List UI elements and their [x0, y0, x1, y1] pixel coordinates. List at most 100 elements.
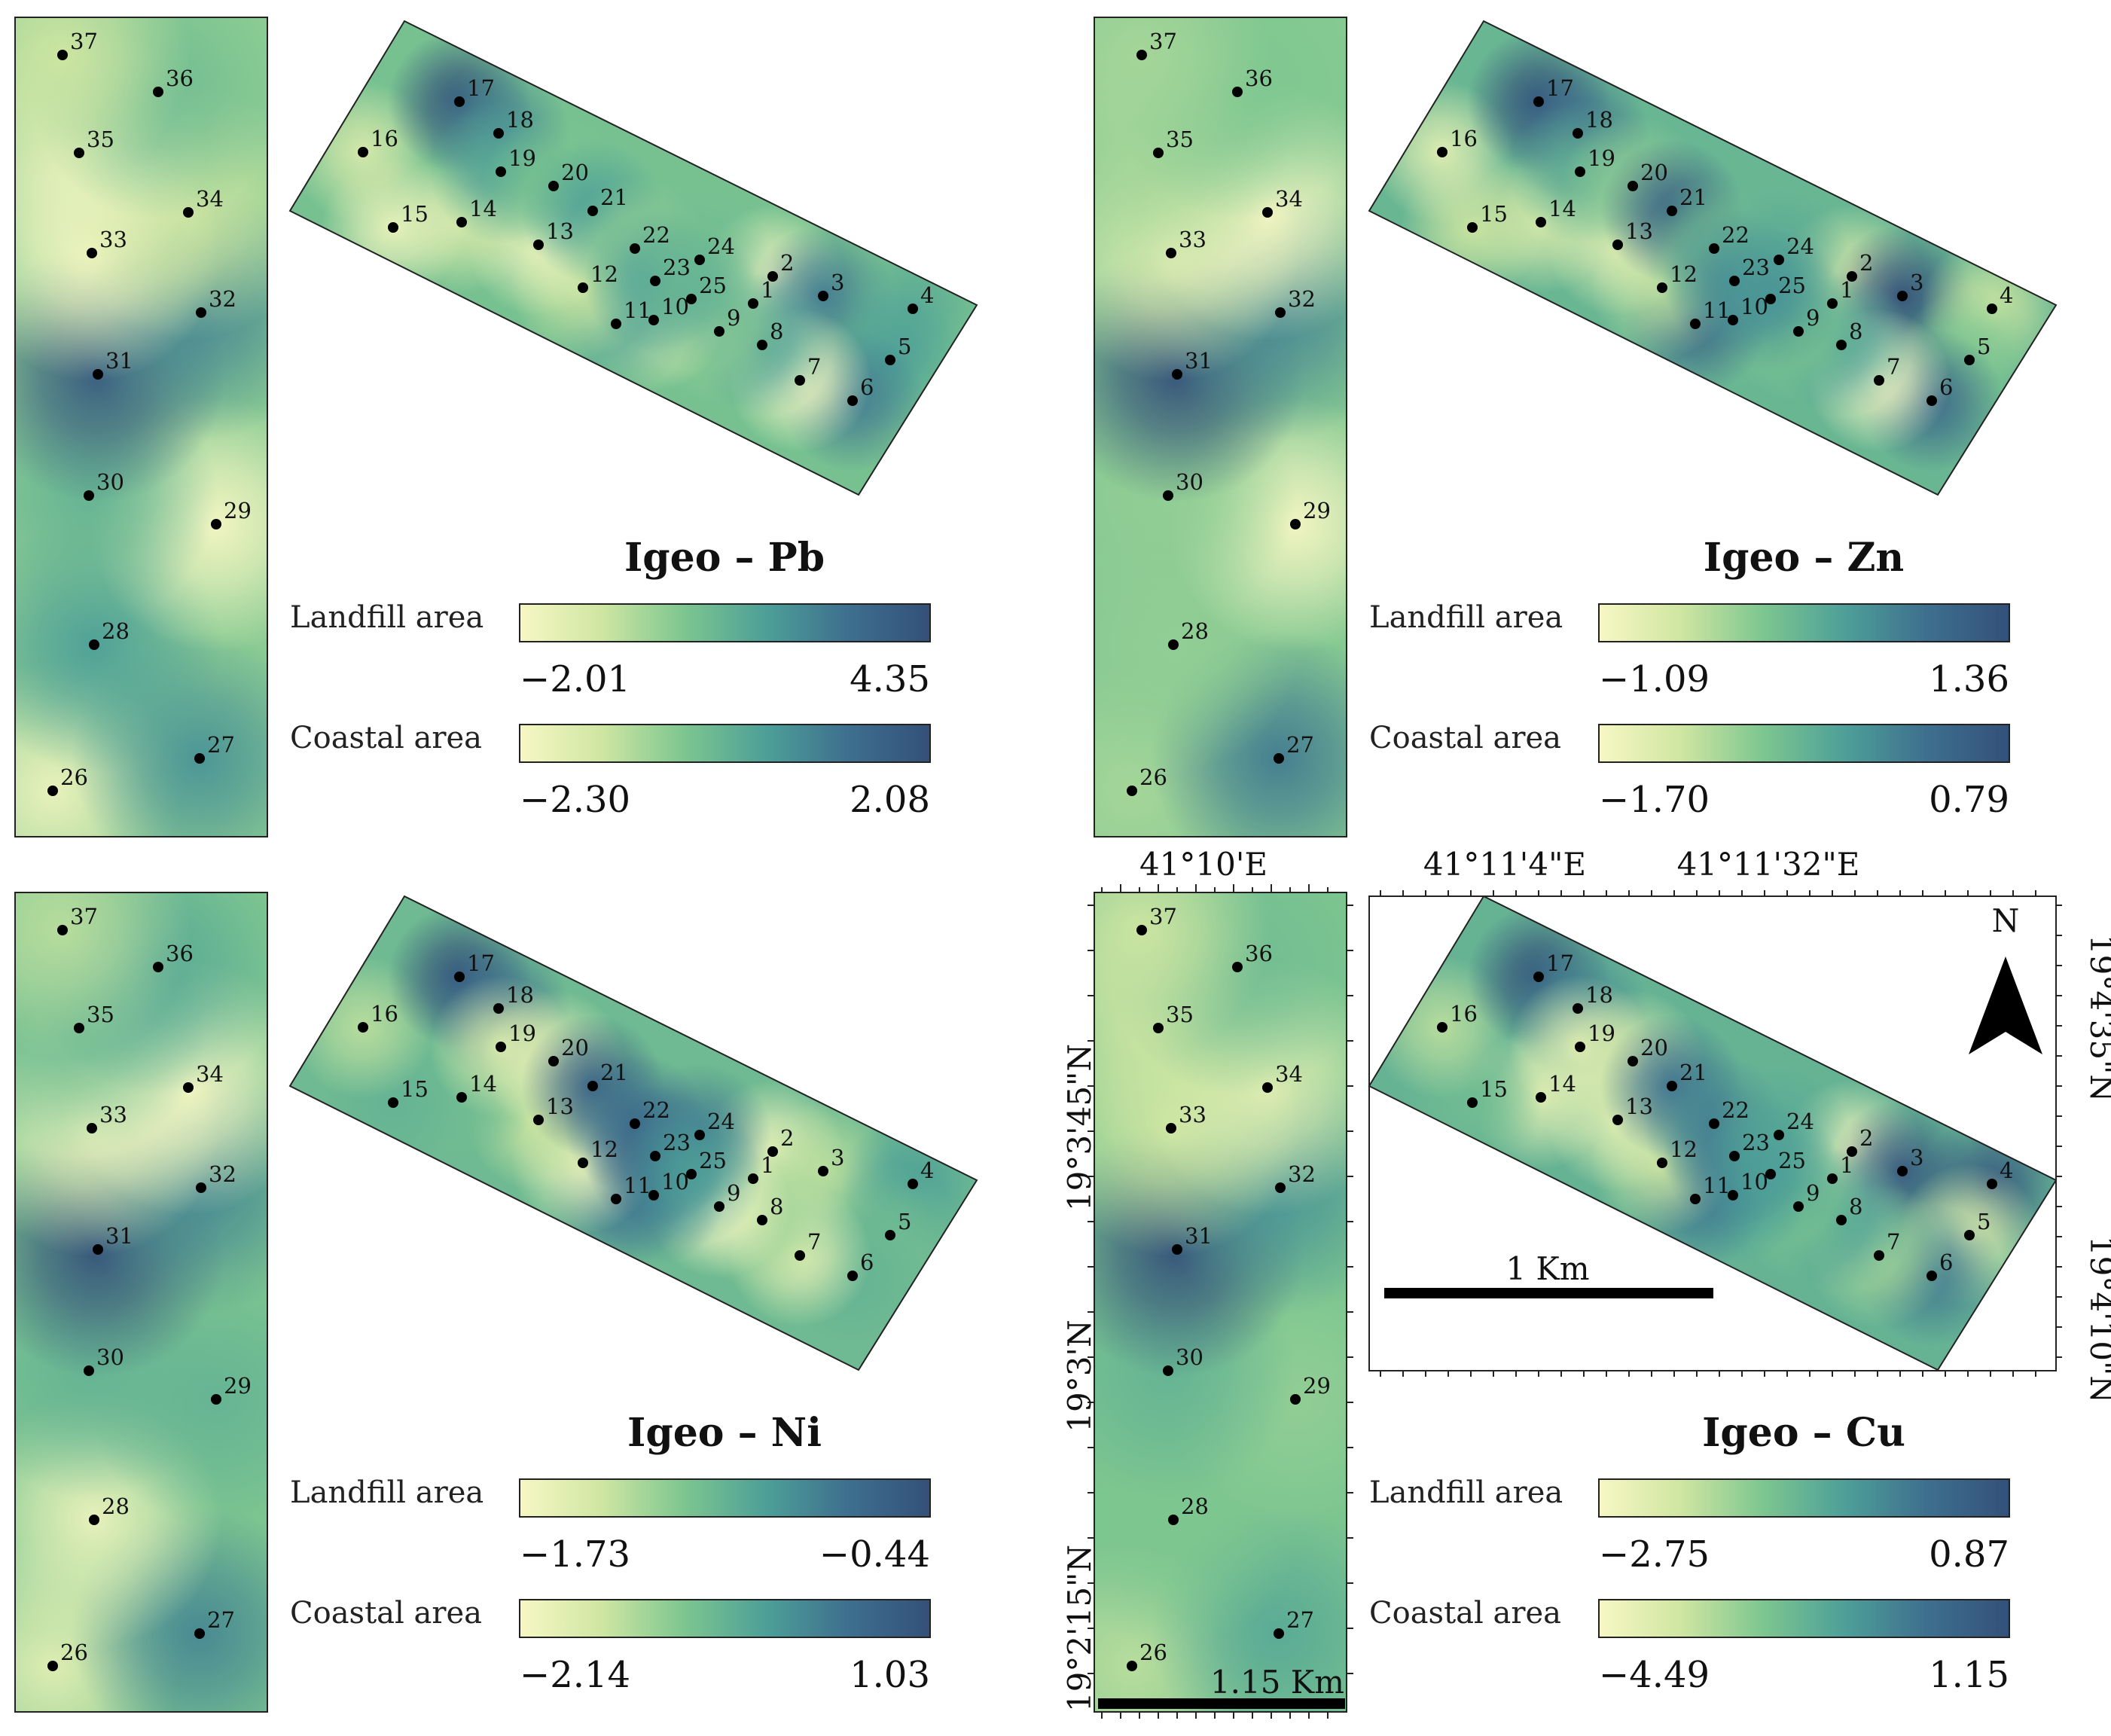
- sample-point-12: 12: [578, 261, 618, 293]
- sample-point-label: 3: [831, 270, 844, 295]
- sample-point-marker: [1172, 1244, 1182, 1255]
- sample-point-label: 34: [196, 186, 224, 212]
- legend-landfill: Landfill area −1.09 1.36: [1369, 600, 2010, 700]
- sample-point-32: 32: [1275, 286, 1316, 318]
- sample-point-marker: [1847, 1146, 1857, 1157]
- sample-point-30: 30: [84, 1344, 124, 1376]
- sample-point-23: 23: [650, 1130, 691, 1161]
- sample-point-27: 27: [1274, 732, 1314, 764]
- sample-point-label: 20: [1640, 160, 1668, 185]
- sample-point-label: 32: [1288, 1161, 1316, 1187]
- sample-point-label: 34: [1275, 186, 1303, 212]
- coastal-area-map: 26 27 28 29 30 31 32 33 34 35 36 37: [1094, 17, 1347, 837]
- sample-point-label: 27: [1286, 732, 1314, 758]
- sample-point-marker: [1964, 355, 1975, 365]
- sample-point-marker: [1827, 298, 1838, 309]
- sample-point-marker: [648, 1190, 659, 1201]
- sample-point-label: 18: [1585, 982, 1613, 1008]
- sample-point-label: 7: [807, 354, 821, 380]
- sample-point-9: 9: [1793, 305, 1820, 337]
- sample-point-label: 19: [1588, 1021, 1615, 1046]
- sample-point-marker: [578, 1158, 588, 1168]
- sample-point-16: 16: [358, 126, 398, 157]
- sample-point-label: 30: [96, 1344, 124, 1370]
- scale-bar-label: 1 Km: [1505, 1250, 1589, 1287]
- sample-point-label: 5: [1977, 1209, 1991, 1234]
- coastal-area-map: 26 27 28 29 30 31 32 33 34 35 36 37: [14, 17, 268, 837]
- legend-max-value: 4.35: [850, 658, 930, 700]
- sample-point-label: 8: [770, 319, 783, 344]
- sample-point-marker: [1897, 291, 1908, 301]
- sample-point-marker: [194, 1628, 205, 1639]
- sample-point-marker: [650, 1151, 660, 1161]
- sample-point-label: 13: [1625, 1094, 1653, 1119]
- sample-point-marker: [1232, 962, 1243, 972]
- sample-point-1: 1: [1827, 277, 1853, 309]
- sample-point-marker: [74, 148, 84, 158]
- sample-point-29: 29: [1290, 1373, 1331, 1405]
- sample-point-marker: [183, 207, 194, 218]
- sample-point-label: 10: [661, 294, 689, 319]
- sample-point-marker: [93, 369, 103, 380]
- sample-point-marker: [795, 1250, 805, 1261]
- sample-point-marker: [84, 1365, 94, 1376]
- sample-point-marker: [1690, 1194, 1701, 1204]
- sample-point-marker: [1793, 1201, 1804, 1212]
- sample-point-label: 5: [1977, 334, 1991, 359]
- sample-point-marker: [1728, 315, 1738, 325]
- longitude-label: 41°11'32"E: [1677, 846, 1860, 883]
- sample-point-3: 3: [818, 1145, 844, 1176]
- sample-point-label: 15: [1480, 201, 1508, 227]
- sample-point-label: 17: [467, 75, 495, 101]
- legend-coastal: Coastal area −1.70 0.79: [1369, 721, 2010, 821]
- sample-point-label: 7: [1887, 1229, 1900, 1255]
- sample-point-label: 25: [699, 1148, 727, 1173]
- sample-point-marker: [1627, 1056, 1638, 1066]
- sample-point-label: 4: [920, 1158, 934, 1183]
- sample-point-marker: [1774, 1130, 1784, 1140]
- longitude-label: 41°11'4"E: [1423, 846, 1586, 883]
- sample-point-label: 22: [642, 222, 670, 248]
- sample-point-33: 33: [1166, 227, 1207, 258]
- sample-point-19: 19: [496, 145, 536, 177]
- sample-point-9: 9: [714, 305, 740, 337]
- sample-point-marker: [650, 276, 660, 286]
- sample-point-marker: [89, 1515, 99, 1525]
- sample-point-marker: [885, 1230, 895, 1240]
- sample-point-31: 31: [1172, 1223, 1213, 1255]
- sample-point-label: 27: [207, 732, 235, 758]
- sample-point-marker: [1136, 925, 1147, 935]
- sample-point-label: 23: [1742, 1130, 1770, 1155]
- legend-max-value: 1.36: [1929, 658, 2009, 700]
- sample-point-marker: [84, 490, 94, 501]
- sample-point-marker: [1765, 294, 1776, 304]
- sample-point-6: 6: [1926, 1249, 1953, 1281]
- sample-point-label: 8: [1849, 1194, 1862, 1219]
- sample-point-label: 1: [1840, 277, 1853, 303]
- sample-point-label: 14: [1548, 1071, 1576, 1097]
- coastal-area-map: 26 27 28 29 30 31 32 33 34 35 36 37: [1094, 892, 1347, 1713]
- landfill-surface: [290, 896, 977, 1370]
- sample-point-25: 25: [686, 1148, 727, 1179]
- scale-bar-landfill: 1 Km: [1384, 1250, 1713, 1298]
- sample-point-marker: [1573, 128, 1583, 139]
- sample-point-label: 35: [87, 127, 114, 152]
- sample-point-22: 22: [630, 222, 670, 254]
- sample-point-24: 24: [1774, 1109, 1814, 1140]
- sample-point-marker: [1533, 972, 1544, 982]
- sample-point-11: 11: [611, 1173, 651, 1204]
- latitude-label: 19°3'N: [1061, 1320, 1098, 1432]
- panel-title: Igeo – Cu: [1702, 1410, 1905, 1456]
- sample-point-11: 11: [611, 297, 651, 329]
- sample-point-26: 26: [1127, 1640, 1167, 1671]
- legend-landfill: Landfill area −1.73 −0.44: [290, 1475, 931, 1576]
- sample-point-label: 19: [508, 1021, 536, 1046]
- landfill-area-map: 123 4567891011121314151617181920212223242…: [1368, 20, 2058, 496]
- sample-point-36: 36: [1232, 941, 1273, 972]
- sample-point-label: 4: [920, 282, 934, 308]
- sample-point-marker: [454, 96, 465, 107]
- sample-point-marker: [1467, 1097, 1478, 1108]
- sample-point-label: 23: [663, 1130, 691, 1155]
- sample-point-label: 35: [87, 1002, 114, 1027]
